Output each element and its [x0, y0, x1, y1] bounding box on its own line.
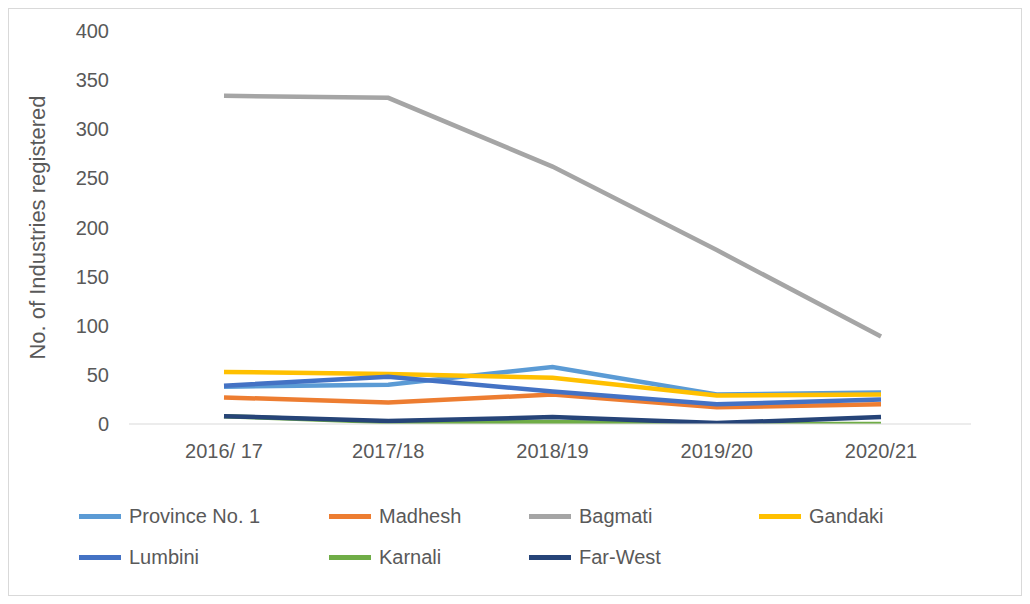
svg-text:100: 100	[76, 315, 109, 337]
html-text:Bagmati: Bagmati	[579, 505, 653, 527]
svg-text:300: 300	[76, 118, 109, 140]
svg-text:200: 200	[76, 217, 109, 239]
svg-text:2020/21: 2020/21	[845, 440, 917, 462]
svg-text:2017/18: 2017/18	[352, 440, 424, 462]
html-text:Gandaki: Gandaki	[809, 505, 884, 527]
svg-text:150: 150	[76, 266, 109, 288]
svg-text:2016/ 17: 2016/ 17	[185, 440, 263, 462]
svg-text:50: 50	[87, 364, 109, 386]
svg-text:350: 350	[76, 69, 109, 91]
html-text:Karnali: Karnali	[379, 546, 442, 568]
html-text:Province No. 1: Province No. 1	[129, 505, 261, 527]
svg-text:No. of Industries registered: No. of Industries registered	[25, 95, 50, 359]
svg-text:250: 250	[76, 167, 109, 189]
html-text:Lumbini: Lumbini	[129, 546, 199, 568]
html-text:Far-West: Far-West	[579, 546, 661, 568]
svg-text:2018/19: 2018/19	[516, 440, 588, 462]
svg-text:0: 0	[98, 413, 109, 435]
html-text:Madhesh: Madhesh	[379, 505, 462, 527]
svg-text:400: 400	[76, 20, 109, 42]
svg-text:2019/20: 2019/20	[681, 440, 753, 462]
